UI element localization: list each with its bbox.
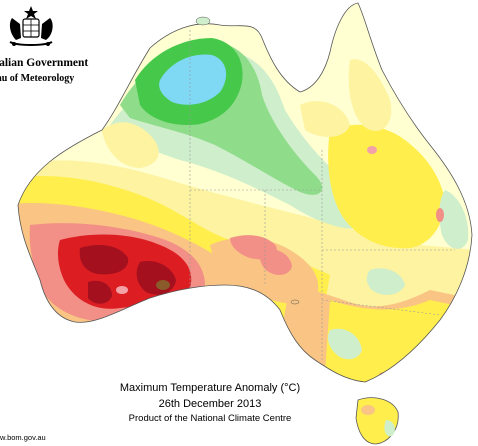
kangaroo-island (290, 299, 300, 305)
tasmania-orange-pocket (361, 405, 375, 415)
anomaly-zone-pink-se (379, 372, 391, 378)
melville-island (195, 16, 211, 26)
tasmania-green-pocket (384, 420, 395, 437)
anomaly-zone-darkred-1 (79, 245, 129, 275)
anomaly-zone-darkred-3 (88, 280, 112, 304)
map-producer: Product of the National Climate Centre (128, 413, 292, 424)
footer-url: w.bom.gov.au (0, 433, 46, 442)
agency-header: ralian Government reau of Meteorology (0, 56, 97, 86)
anomaly-zone-cyan-north (159, 54, 227, 105)
anomaly-zone-green-south-coast (327, 328, 362, 360)
anomaly-zone-pink-ne2 (436, 208, 444, 222)
agency-line2: reau of Meteorology (0, 73, 75, 84)
anomaly-zone-green-southeast (366, 268, 405, 295)
anomaly-zone-salmon-centre2 (259, 248, 292, 275)
state-borders (189, 30, 455, 360)
anomaly-zone-pink-ne1 (367, 146, 377, 154)
anomaly-zone-yellow-north (102, 122, 159, 168)
anomaly-zone-green-east (439, 190, 469, 250)
anomaly-zone-yellow-light-northeast (348, 59, 392, 131)
agency-line1: ralian Government (0, 57, 89, 69)
anomaly-zone-pink-pocket (116, 286, 128, 294)
coat-of-arms-icon (9, 6, 53, 46)
map-date: 26th December 2013 (158, 398, 262, 410)
anomaly-zone-brown (156, 280, 170, 290)
anomaly-zone-yellow-light-ne2 (300, 101, 350, 137)
tasmania-landmass (355, 397, 399, 445)
map-caption: Maximum Temperature Anomaly (°C) 26th De… (60, 380, 360, 425)
coastline (17, 2, 473, 383)
map-title: Maximum Temperature Anomaly (°C) (119, 382, 301, 394)
anomaly-zone-yellow-northeast (328, 124, 445, 249)
